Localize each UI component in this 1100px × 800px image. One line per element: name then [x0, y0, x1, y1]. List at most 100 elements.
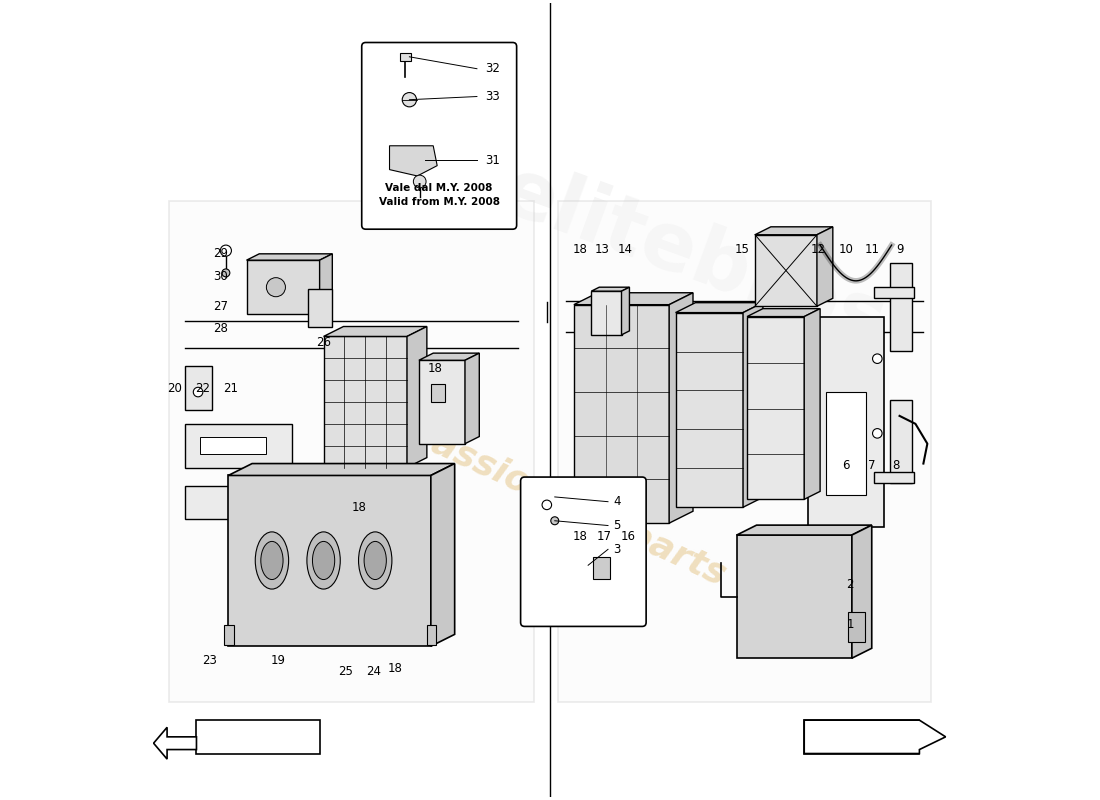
Polygon shape: [323, 326, 427, 337]
Polygon shape: [539, 540, 607, 546]
Polygon shape: [592, 287, 629, 291]
Bar: [890, 400, 912, 483]
Polygon shape: [574, 293, 693, 305]
Bar: [168, 202, 535, 702]
Bar: [755, 234, 817, 306]
Polygon shape: [246, 254, 332, 260]
Polygon shape: [431, 463, 454, 646]
Text: 4: 4: [614, 495, 622, 508]
Bar: [185, 424, 292, 467]
Polygon shape: [419, 353, 480, 360]
Text: 24: 24: [366, 666, 381, 678]
Text: 23: 23: [202, 654, 218, 667]
Circle shape: [403, 93, 417, 107]
Polygon shape: [389, 146, 437, 176]
Text: 27: 27: [212, 300, 228, 313]
Polygon shape: [804, 720, 946, 754]
Text: 18: 18: [573, 242, 587, 255]
Bar: [185, 486, 252, 519]
Polygon shape: [621, 287, 629, 335]
Bar: [224, 625, 234, 645]
Text: Vale dal M.Y. 2008
Valid from M.Y. 2008: Vale dal M.Y. 2008 Valid from M.Y. 2008: [378, 183, 499, 207]
Text: 15: 15: [735, 242, 750, 255]
Text: 9: 9: [895, 242, 903, 255]
Text: 22: 22: [196, 382, 210, 394]
Text: 26: 26: [316, 336, 331, 350]
Ellipse shape: [359, 532, 392, 589]
Bar: [246, 260, 320, 314]
Bar: [558, 202, 932, 702]
Ellipse shape: [364, 542, 386, 579]
Text: 10: 10: [839, 242, 854, 255]
Text: elitebros: elitebros: [490, 151, 896, 362]
Polygon shape: [737, 525, 872, 535]
Text: 18: 18: [428, 362, 442, 374]
Circle shape: [551, 517, 559, 525]
Bar: [419, 360, 465, 444]
Polygon shape: [596, 540, 607, 589]
Ellipse shape: [261, 542, 283, 579]
Polygon shape: [755, 227, 833, 234]
Ellipse shape: [307, 532, 340, 589]
Circle shape: [222, 269, 230, 277]
Ellipse shape: [255, 532, 288, 589]
Bar: [574, 305, 669, 523]
Bar: [431, 384, 446, 402]
Bar: [808, 317, 883, 527]
Polygon shape: [804, 309, 821, 499]
Text: 33: 33: [485, 90, 499, 103]
Text: a passion for parts: a passion for parts: [368, 399, 732, 592]
Text: 14: 14: [618, 242, 632, 255]
Bar: [229, 475, 431, 646]
Bar: [200, 437, 265, 454]
Text: 25: 25: [339, 666, 353, 678]
Circle shape: [872, 429, 882, 438]
Polygon shape: [744, 302, 763, 507]
Circle shape: [194, 387, 202, 397]
Bar: [874, 472, 914, 483]
Bar: [185, 366, 212, 410]
Bar: [323, 337, 407, 467]
Bar: [592, 291, 622, 335]
Bar: [890, 263, 912, 350]
FancyBboxPatch shape: [520, 477, 646, 626]
Ellipse shape: [312, 542, 334, 579]
Text: 18: 18: [352, 501, 366, 514]
Bar: [826, 392, 866, 495]
Text: 11: 11: [865, 242, 879, 255]
Circle shape: [220, 245, 231, 256]
Polygon shape: [465, 353, 480, 444]
Text: 31: 31: [485, 154, 499, 166]
Text: 12: 12: [811, 242, 826, 255]
Text: 21: 21: [223, 382, 238, 394]
Polygon shape: [669, 293, 693, 523]
Text: 19: 19: [271, 654, 286, 667]
Polygon shape: [851, 525, 872, 658]
Text: 2: 2: [847, 578, 854, 591]
FancyBboxPatch shape: [362, 42, 517, 229]
Bar: [675, 313, 744, 507]
Bar: [848, 612, 866, 642]
Bar: [804, 720, 920, 754]
Bar: [400, 53, 411, 61]
Polygon shape: [747, 309, 821, 317]
Circle shape: [414, 175, 426, 188]
Text: 32: 32: [485, 62, 499, 75]
Polygon shape: [407, 326, 427, 467]
Polygon shape: [675, 302, 763, 313]
Polygon shape: [817, 227, 833, 306]
Bar: [593, 557, 611, 578]
Text: 17: 17: [596, 530, 612, 543]
Bar: [197, 720, 320, 754]
Polygon shape: [320, 254, 332, 314]
Circle shape: [266, 278, 286, 297]
Bar: [539, 546, 596, 589]
Text: 20: 20: [167, 382, 183, 394]
Polygon shape: [154, 727, 197, 759]
Polygon shape: [229, 463, 454, 475]
Bar: [874, 287, 914, 298]
Bar: [737, 535, 851, 658]
Text: 5: 5: [614, 519, 620, 532]
Text: 30: 30: [213, 270, 228, 283]
Text: 28: 28: [213, 322, 228, 335]
